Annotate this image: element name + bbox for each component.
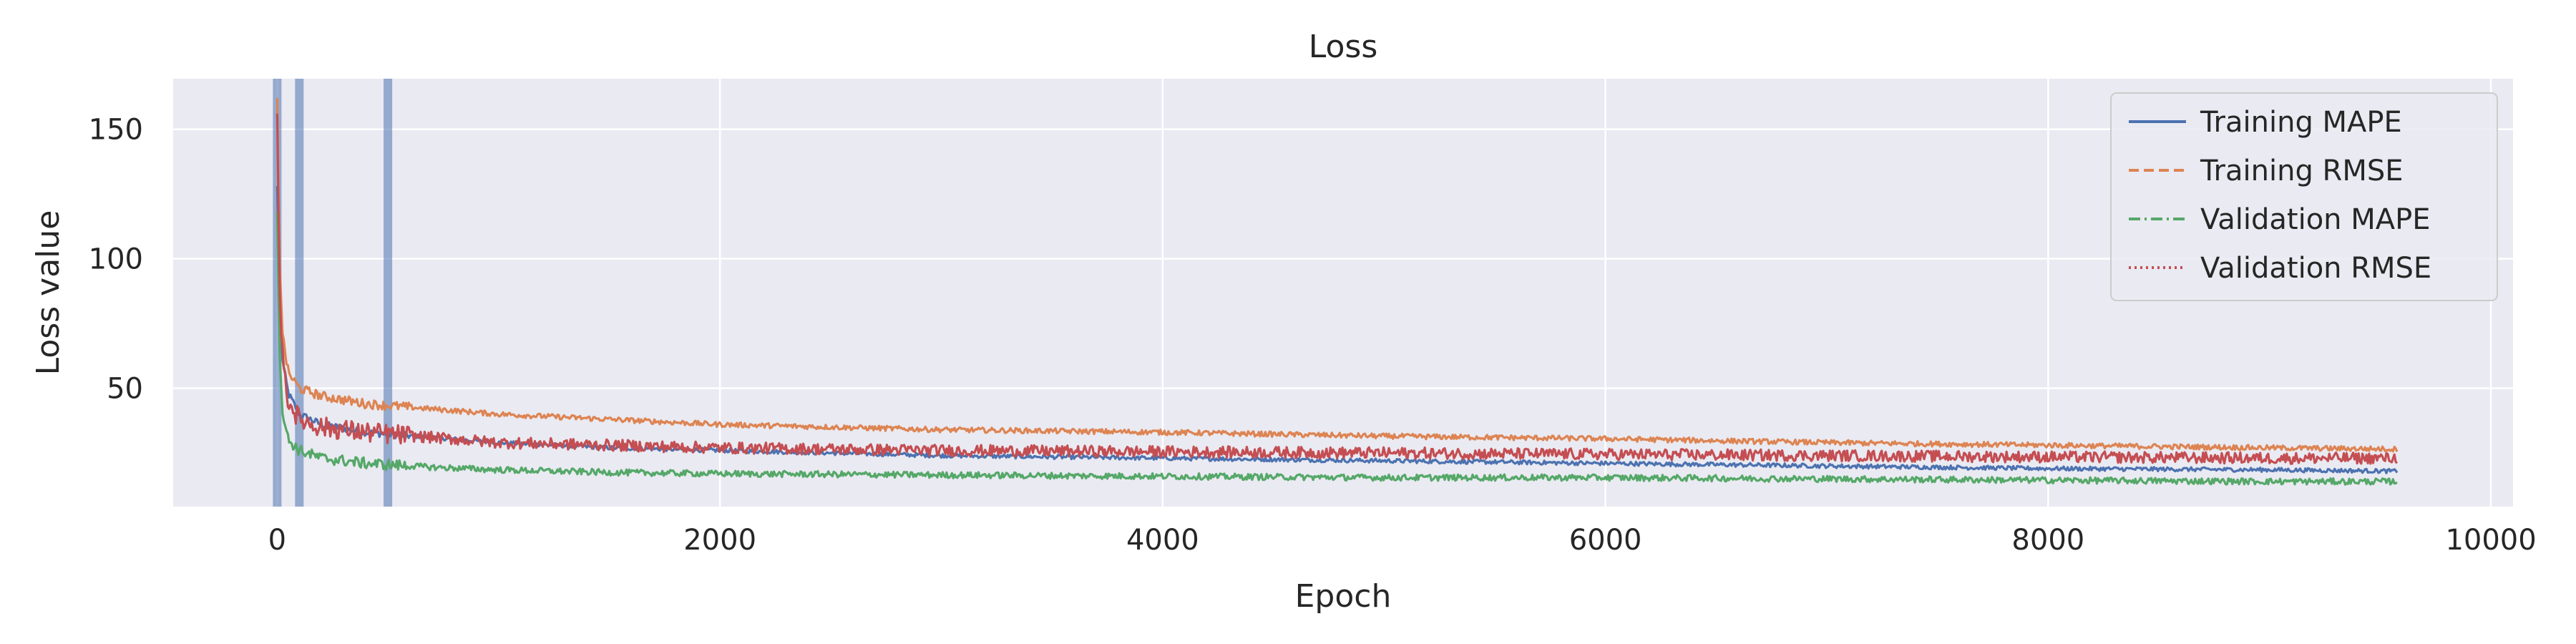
series-line: [275, 113, 2399, 465]
x-tick-label: 6000: [1569, 524, 1642, 557]
series-line: [275, 212, 2398, 486]
chart-title: Loss: [1309, 29, 1378, 65]
legend: Training MAPE Training RMSE Validation MAP…: [2110, 92, 2498, 301]
tick-labels: 0 2000 4000 6000 8000 10000 50 100 150: [89, 114, 2537, 557]
x-tick-label: 4000: [1126, 524, 1199, 557]
legend-box: [2110, 92, 2498, 301]
x-tick-label: 8000: [2011, 524, 2084, 557]
epoch-marker: [384, 79, 393, 507]
legend-label: Training MAPE: [2200, 106, 2402, 139]
x-tick-label: 0: [268, 524, 286, 557]
series-lines: [275, 98, 2399, 486]
x-tick-label: 10000: [2445, 524, 2536, 557]
x-tick-label: 2000: [683, 524, 756, 557]
legend-label: Validation MAPE: [2200, 203, 2431, 236]
legend-label: Training RMSE: [2200, 155, 2404, 187]
legend-label: Validation RMSE: [2200, 252, 2431, 285]
y-tick-label: 150: [89, 114, 143, 147]
x-axis-label: Epoch: [1295, 578, 1392, 615]
y-tick-label: 100: [89, 243, 143, 276]
y-tick-label: 50: [107, 373, 143, 406]
series-line: [275, 186, 2399, 474]
epoch-marker: [295, 79, 304, 507]
y-axis-label: Loss value: [30, 210, 67, 376]
series-line: [275, 98, 2399, 453]
